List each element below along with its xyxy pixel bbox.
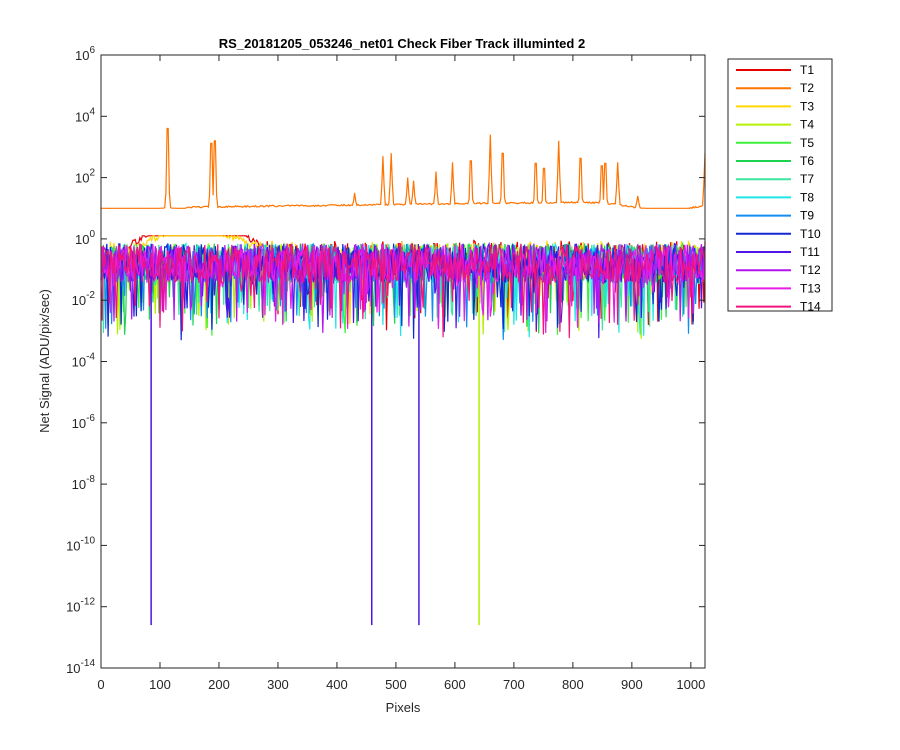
x-tick-label: 700	[503, 677, 525, 692]
x-axis: 0 100 200 300 400 500 600 700 800 900 1000	[97, 55, 705, 692]
y-tick-label: 10-14	[66, 658, 95, 676]
legend-label-T14: T14	[800, 300, 821, 314]
x-tick-label: 400	[326, 677, 348, 692]
legend-label-T9: T9	[800, 209, 814, 223]
y-tick-label: 10-2	[72, 290, 96, 308]
y-tick-label: 10-4	[72, 352, 96, 370]
legend-label-T11: T11	[800, 245, 820, 259]
legend-label-T10: T10	[800, 227, 821, 241]
y-tick-label: 10-12	[66, 597, 95, 615]
y-tick-label: 104	[75, 106, 95, 124]
x-tick-label: 1000	[676, 677, 705, 692]
legend: T1 T2 T3 T4 T5 T6 T7 T8 T9 T10 T11 T12 T13 T14	[727, 58, 833, 314]
legend-label-T1: T1	[800, 63, 814, 77]
series-group	[100, 127, 706, 626]
y-axis-label: Net Signal (ADU/pix/sec)	[37, 289, 52, 433]
legend-label-T3: T3	[800, 99, 814, 113]
legend-label-T2: T2	[800, 81, 814, 95]
x-tick-label: 600	[444, 677, 466, 692]
chart-title: RS_20181205_053246_net01 Check Fiber Tra…	[219, 36, 585, 51]
legend-box	[727, 58, 833, 312]
legend-label-T7: T7	[800, 172, 814, 186]
x-tick-label: 300	[267, 677, 289, 692]
legend-label-T12: T12	[800, 263, 821, 277]
x-tick-label: 0	[97, 677, 104, 692]
legend-label-T5: T5	[800, 136, 814, 150]
y-tick-label: 10-10	[66, 535, 95, 553]
series-line-T2	[101, 127, 706, 210]
series-line-T13	[100, 242, 706, 334]
y-axis: 106 104 102 100 10-2 10-4 10-6 10-8 10-10 10-12 10…	[66, 45, 705, 676]
y-tick-label: 100	[75, 229, 95, 247]
series-line-T14	[100, 242, 706, 339]
legend-label-T8: T8	[800, 190, 814, 204]
x-tick-label: 200	[208, 677, 230, 692]
y-tick-label: 102	[75, 168, 95, 186]
y-tick-label: 10-6	[72, 413, 96, 431]
x-axis-label: Pixels	[386, 700, 421, 715]
legend-label-T4: T4	[800, 118, 814, 132]
x-tick-label: 100	[149, 677, 171, 692]
x-tick-label: 800	[562, 677, 584, 692]
x-tick-label: 500	[385, 677, 407, 692]
plot-area	[101, 55, 705, 668]
legend-label-T6: T6	[800, 154, 814, 168]
x-tick-label: 900	[621, 677, 643, 692]
y-tick-label: 106	[75, 45, 95, 63]
legend-label-T13: T13	[800, 281, 821, 295]
y-tick-label: 10-8	[72, 474, 96, 492]
